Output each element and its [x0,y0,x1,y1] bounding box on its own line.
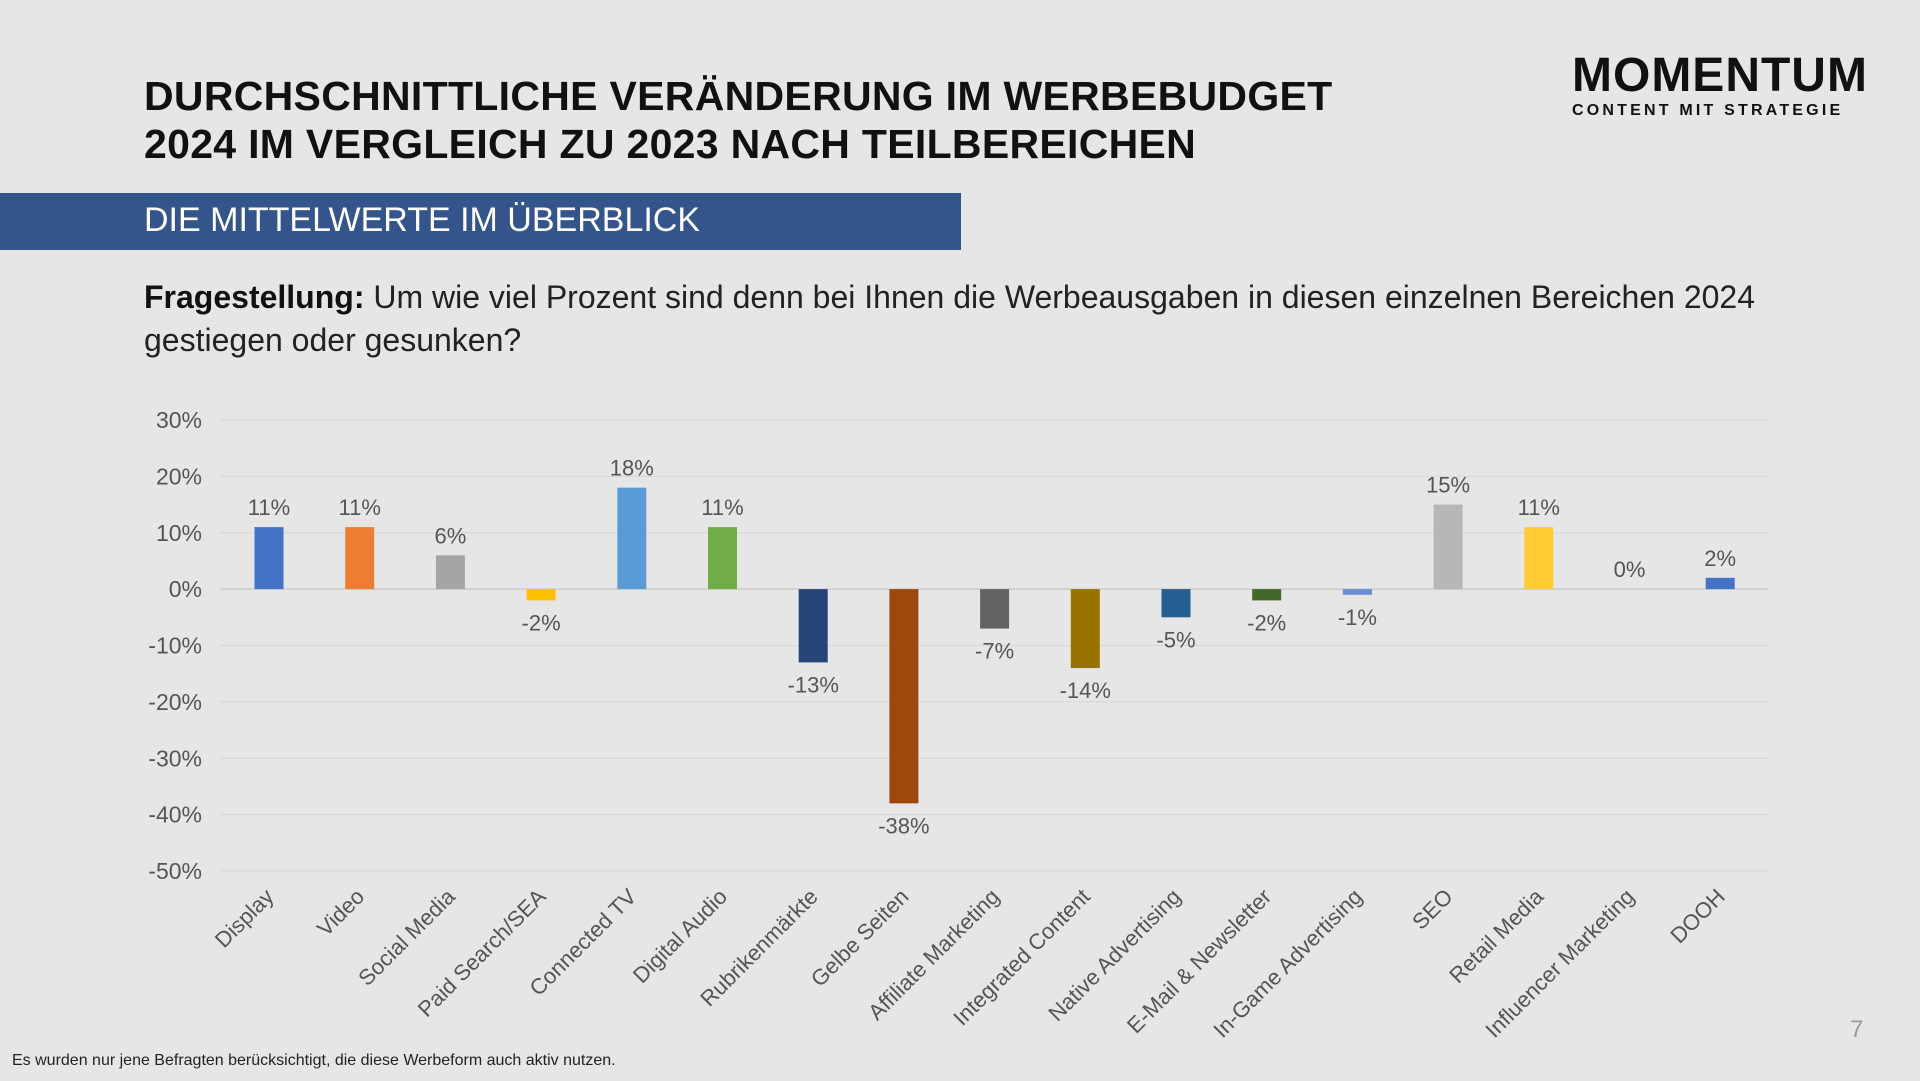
data-label: -13% [788,672,839,697]
data-label: -5% [1156,627,1195,652]
data-label: -2% [522,610,561,635]
data-label: 11% [248,495,290,520]
bar [1524,527,1554,590]
data-label: 11% [701,495,743,520]
bar [617,487,647,590]
x-tick-label: SEO [1407,884,1458,935]
x-tick-label: Video [312,884,369,941]
x-tick-label: In-Game Advertising [1208,884,1367,1043]
data-label: 11% [338,495,380,520]
data-label: 6% [435,523,467,548]
question-text: Um wie viel Prozent sind denn bei Ihnen … [144,279,1756,358]
y-tick-label: 10% [156,520,202,546]
bar [254,527,284,590]
question-label: Fragestellung: [144,279,365,315]
bar [526,589,556,601]
y-tick-label: -40% [148,802,202,828]
data-label: 2% [1704,546,1736,571]
bar [1705,577,1735,590]
y-tick-label: 30% [156,407,202,433]
page-number: 7 [1850,1016,1864,1043]
section-banner: DIE MITTELWERTE IM ÜBERBLICK [0,193,961,250]
y-tick-label: 0% [169,576,202,602]
slide-title: DURCHSCHNITTLICHE VERÄNDERUNG IM WERBEBU… [144,72,1333,168]
bar [708,527,737,590]
banner-text: DIE MITTELWERTE IM ÜBERBLICK [144,201,701,239]
data-label: -7% [975,639,1014,664]
y-tick-label: 20% [156,463,202,489]
x-tick-label: DOOH [1665,884,1729,948]
data-label: -1% [1338,605,1377,630]
bar [980,589,1010,629]
data-label: 0% [1614,557,1646,582]
data-label: -38% [878,813,929,838]
bar [798,589,828,663]
logo-sub-text: CONTENT MIT STRATEGIE [1572,102,1844,119]
bar [1342,589,1372,595]
data-label: -14% [1060,678,1111,703]
x-tick-label: Display [210,884,279,953]
bar [435,555,465,590]
bar [345,527,375,590]
title-line-1: DURCHSCHNITTLICHE VERÄNDERUNG IM WERBEBU… [144,73,1333,119]
footnote: Es wurden nur jene Befragten berücksicht… [12,1052,616,1069]
y-tick-label: -50% [148,858,202,884]
y-tick-label: -10% [148,633,202,659]
title-line-2: 2024 IM VERGLEICH ZU 2023 NACH TEILBEREI… [144,121,1197,167]
data-label: 15% [1426,473,1470,498]
bar [1433,504,1463,590]
bar [889,589,919,804]
data-label: -2% [1247,610,1286,635]
y-tick-label: -20% [148,689,202,715]
data-label: 18% [610,456,654,481]
x-tick-label: Influencer Marketing [1480,884,1639,1043]
data-label: 11% [1518,495,1560,520]
bar [1070,589,1100,669]
momentum-logo: MOMENTUM CONTENT MIT STRATEGIE [1572,52,1868,120]
bar [1161,589,1191,618]
y-tick-label: -30% [148,745,202,771]
logo-main-text: MOMENTUM [1572,49,1868,102]
question: Fragestellung: Um wie viel Prozent sind … [144,276,1784,362]
bar [1252,589,1282,601]
